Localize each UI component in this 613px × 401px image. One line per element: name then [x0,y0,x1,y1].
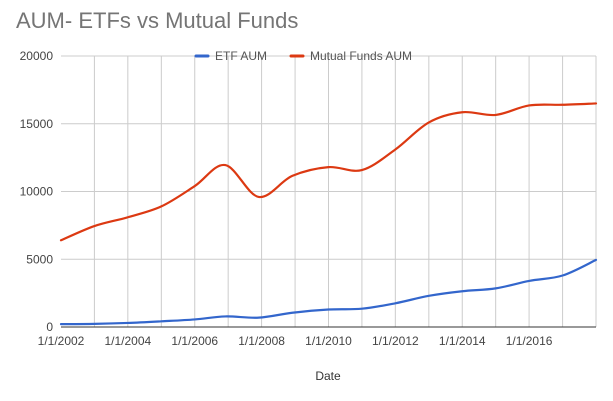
series-mutual-funds-aum [59,102,598,242]
x-tick-label: 1/1/2004 [104,334,151,348]
legend[interactable]: ETF AUM Mutual Funds AUM [194,49,412,63]
axes: 0 5000 10000 15000 20000 1/1/2002 1/1/2004 1/1/… [20,49,596,348]
x-tick-label: 1/1/2008 [238,334,285,348]
chart-title: AUM- ETFs vs Mutual Funds [16,8,299,33]
y-tick-label: 15000 [20,117,54,131]
y-tick-label: 20000 [20,49,54,63]
legend-item[interactable]: Mutual Funds AUM [289,49,412,63]
y-tick-label: 10000 [20,185,54,199]
x-tick-label: 1/1/2010 [305,334,352,348]
series-line [59,102,598,242]
x-tick-label: 1/1/2016 [506,334,553,348]
y-tick-label: 5000 [26,252,53,266]
legend-item[interactable]: ETF AUM [194,49,267,63]
x-tick-label: 1/1/2012 [372,334,419,348]
x-tick-label: 1/1/2002 [38,334,85,348]
x-tick-label: 1/1/2014 [439,334,486,348]
x-axis-title: Date [315,369,341,383]
y-tick-label: 0 [46,320,53,334]
gridlines [61,55,597,327]
series-etf-aum [59,258,598,326]
series-lines [59,102,598,326]
legend-label: Mutual Funds AUM [310,49,412,63]
series-line [59,258,598,326]
legend-label: ETF AUM [215,49,267,63]
x-tick-label: 1/1/2006 [171,334,218,348]
